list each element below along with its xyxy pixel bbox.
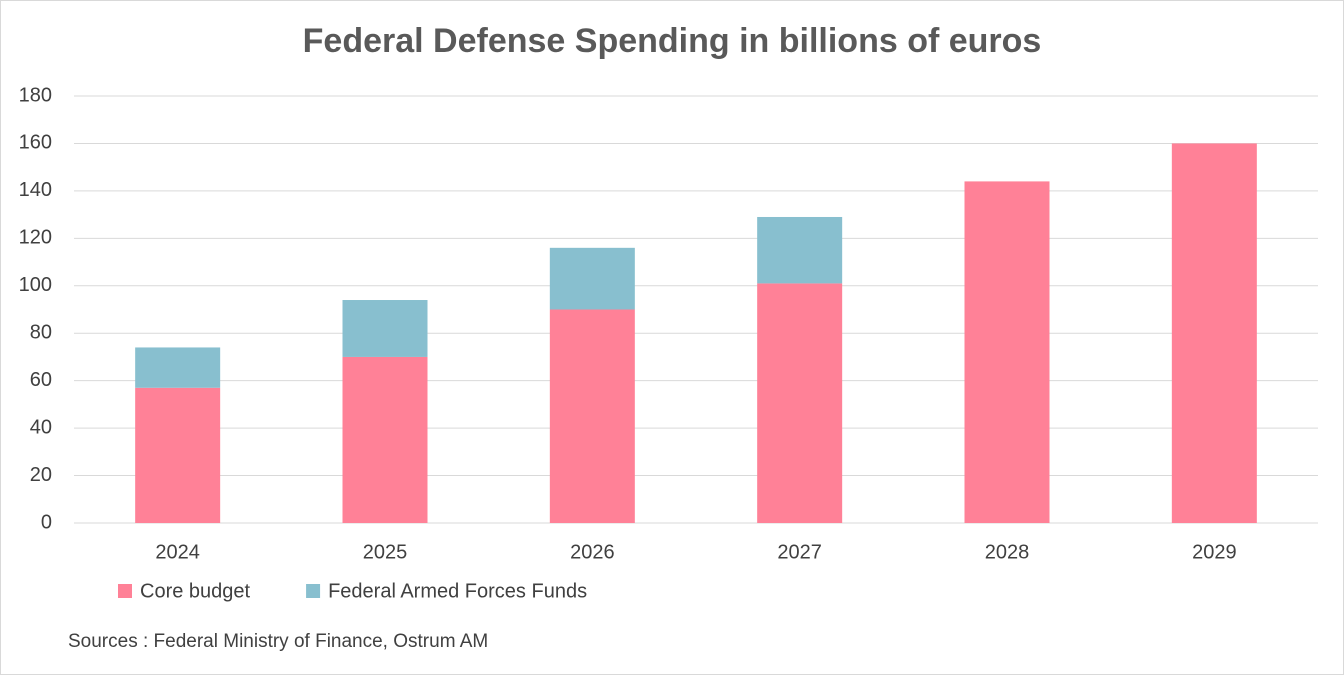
bar-segment [757, 216, 843, 284]
bar-segment [549, 309, 635, 523]
x-tick-label: 2028 [985, 541, 1030, 563]
x-tick-label: 2025 [363, 541, 408, 563]
bar-segment [342, 300, 428, 357]
y-tick-label: 20 [30, 464, 52, 486]
bar-segment [1171, 143, 1257, 523]
bar-segment [342, 356, 428, 523]
y-tick-label: 160 [19, 132, 52, 154]
x-tick-label: 2029 [1192, 541, 1237, 563]
legend-label: Federal Armed Forces Funds [328, 580, 587, 602]
x-tick-label: 2027 [777, 541, 822, 563]
y-tick-label: 40 [30, 416, 52, 438]
bar-segment [549, 247, 635, 310]
bar-segment [135, 347, 221, 388]
y-tick-label: 60 [30, 369, 52, 391]
chart-title: Federal Defense Spending in billions of … [303, 22, 1042, 60]
y-tick-label: 80 [30, 322, 52, 344]
bar-segment [757, 283, 843, 523]
y-tick-label: 180 [19, 84, 52, 106]
legend-label: Core budget [140, 580, 251, 602]
legend-swatch [118, 584, 132, 598]
y-tick-label: 140 [19, 179, 52, 201]
source-note: Sources : Federal Ministry of Finance, O… [68, 631, 488, 652]
y-tick-label: 120 [19, 227, 52, 249]
legend-swatch [306, 584, 321, 598]
y-tick-label: 100 [19, 274, 52, 296]
bar-segment [964, 181, 1050, 523]
bar-segment [135, 387, 221, 523]
y-tick-label: 0 [41, 511, 52, 533]
x-tick-label: 2024 [155, 541, 200, 563]
x-tick-label: 2026 [570, 541, 615, 563]
